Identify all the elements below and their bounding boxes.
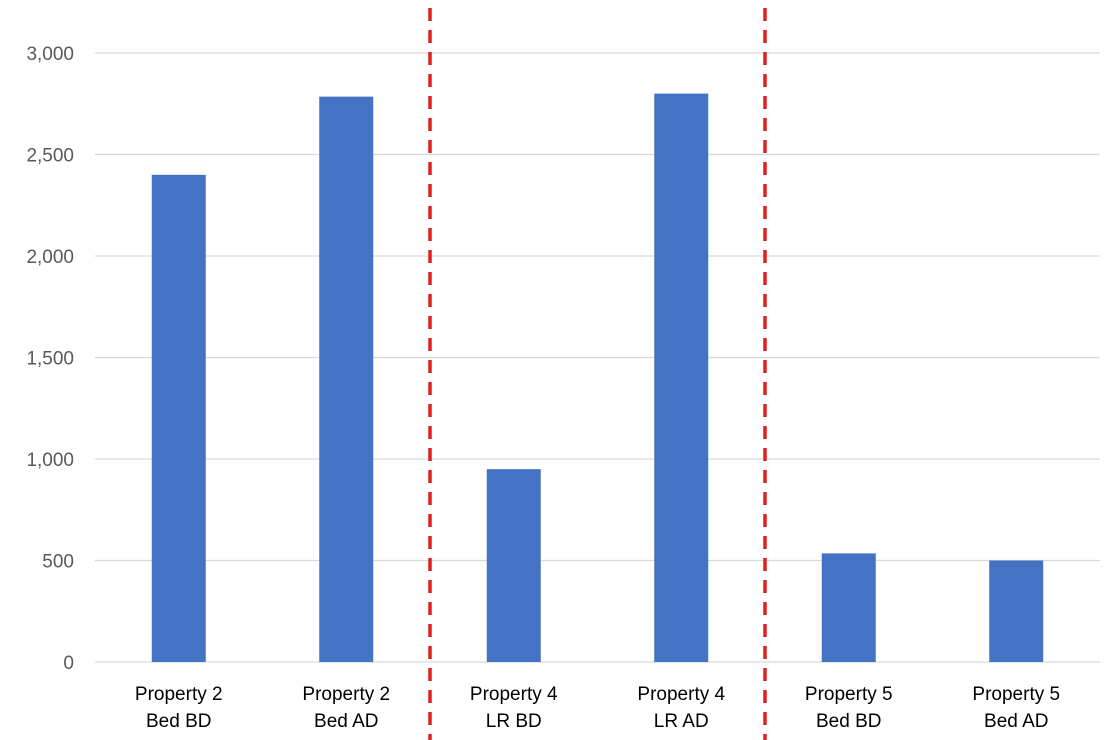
y-tick-label: 0 xyxy=(63,653,74,674)
y-tick-label: 2,500 xyxy=(26,146,74,167)
group-separators xyxy=(428,8,767,740)
y-axis-ticks: 0 500 1,000 1,500 2,000 2,500 3,000 xyxy=(26,44,74,674)
x-tick-label: Bed BD xyxy=(816,711,881,732)
x-tick-label: LR AD xyxy=(654,711,709,732)
bar xyxy=(151,174,206,663)
x-tick-label: Property 4 xyxy=(637,684,725,705)
x-tick-label: Property 2 xyxy=(302,684,390,705)
x-tick-label: Property 5 xyxy=(972,684,1060,705)
y-tick-label: 2,000 xyxy=(26,247,74,268)
gridlines xyxy=(95,52,1100,663)
bars xyxy=(151,93,1044,663)
x-tick-label: Property 2 xyxy=(135,684,223,705)
x-tick-label: Property 5 xyxy=(805,684,893,705)
bar xyxy=(654,93,709,663)
y-tick-label: 3,000 xyxy=(26,44,74,65)
x-tick-label: Bed AD xyxy=(314,711,378,732)
y-tick-label: 500 xyxy=(42,552,74,573)
x-tick-label: Bed BD xyxy=(146,711,211,732)
x-tick-label: Bed AD xyxy=(984,711,1048,732)
bar xyxy=(989,560,1044,662)
bar xyxy=(319,96,374,662)
bar xyxy=(821,553,876,662)
bar xyxy=(486,469,541,662)
x-tick-label: Property 4 xyxy=(470,684,558,705)
y-tick-label: 1,000 xyxy=(26,450,74,471)
x-axis-labels: Property 2 Bed BD Property 2 Bed AD Property… xyxy=(135,684,1060,732)
y-tick-label: 1,500 xyxy=(26,349,74,370)
x-tick-label: LR BD xyxy=(486,711,542,732)
